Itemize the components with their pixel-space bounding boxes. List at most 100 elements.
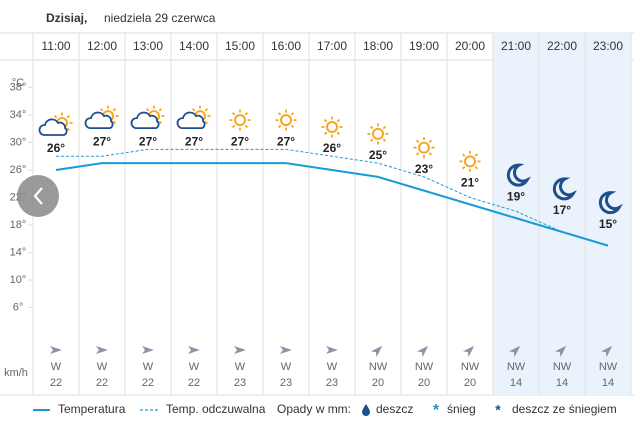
snow-icon: * xyxy=(433,402,440,419)
sun-ray xyxy=(191,108,196,112)
weather-icon xyxy=(130,105,165,130)
wind-speed: 22 xyxy=(142,377,154,389)
sun-ray xyxy=(474,153,479,157)
x-tick-label: 11:00 xyxy=(41,39,70,53)
sun-ray xyxy=(323,118,328,123)
sun-ray xyxy=(145,108,150,112)
sun-ray xyxy=(382,138,387,142)
night-shade xyxy=(585,33,631,395)
wind-arrow xyxy=(50,346,62,354)
temp-label: 27° xyxy=(139,134,157,148)
wind-speed: 20 xyxy=(464,377,476,389)
x-tick-label: 12:00 xyxy=(87,39,117,53)
sun-ray xyxy=(382,125,387,130)
sun xyxy=(326,121,338,133)
sun xyxy=(418,141,430,154)
weather-icon xyxy=(275,109,297,131)
sun-ray xyxy=(369,138,374,142)
temp-label: 23° xyxy=(415,162,433,176)
weather-icon xyxy=(459,150,481,172)
temp-label: 26° xyxy=(47,141,65,155)
sun-ray xyxy=(99,108,104,112)
wind-unit: km/h xyxy=(4,367,28,379)
wind-speed: 23 xyxy=(326,377,338,389)
sun-ray xyxy=(204,120,209,125)
wind-speed: 14 xyxy=(556,377,568,389)
wind-arrow xyxy=(188,346,200,354)
wind-direction: W xyxy=(143,361,154,373)
legend-precip-title: Opady w mm: xyxy=(277,402,351,416)
x-tick-label: 18:00 xyxy=(363,39,393,53)
sun-ray xyxy=(323,131,328,136)
y-tick-label: 34° xyxy=(10,109,27,121)
sun-ray xyxy=(369,125,374,130)
y-tick-label: 6° xyxy=(13,301,24,313)
sun xyxy=(280,114,292,127)
wind-direction: NW xyxy=(461,361,480,373)
night-shade xyxy=(539,33,585,395)
sun-ray xyxy=(415,139,420,143)
sun-ray xyxy=(461,153,466,157)
cloud xyxy=(130,111,160,130)
wind-direction: NW xyxy=(553,361,572,373)
sun-ray xyxy=(204,108,209,112)
cloud xyxy=(38,118,68,136)
weather-icon xyxy=(506,163,531,187)
wind-direction: W xyxy=(235,361,246,373)
y-tick-label: 14° xyxy=(10,246,27,258)
temp-label: 17° xyxy=(553,203,571,217)
sun-ray xyxy=(415,152,420,156)
wind-arrow xyxy=(462,345,475,358)
x-tick-label: 15:00 xyxy=(225,39,255,53)
wind-arrow xyxy=(370,345,383,358)
wind-arrow xyxy=(142,346,154,354)
wind-arrow xyxy=(280,346,292,354)
sun-ray xyxy=(66,114,71,119)
sun-ray xyxy=(231,124,236,129)
x-tick-label: 21:00 xyxy=(501,39,531,53)
wind-arrow xyxy=(96,346,108,354)
y-tick-label: 38° xyxy=(10,81,27,93)
wind-direction: W xyxy=(189,361,200,373)
temp-label: 26° xyxy=(323,141,341,155)
x-tick-label: 20:00 xyxy=(455,39,485,53)
sun xyxy=(372,127,384,140)
rain-icon xyxy=(362,404,370,416)
sun xyxy=(234,114,246,127)
x-tick-label: 23:00 xyxy=(593,39,623,53)
legend-label: deszcz xyxy=(376,402,413,416)
wind-speed: 23 xyxy=(280,377,292,389)
x-tick-label: 17:00 xyxy=(317,39,347,53)
x-tick-label: 13:00 xyxy=(133,39,163,53)
temp-line xyxy=(55,162,609,247)
sun-ray xyxy=(474,166,479,170)
weather-icon xyxy=(38,112,73,136)
y-tick-label: 30° xyxy=(10,136,27,148)
prev-arrow[interactable] xyxy=(33,187,43,205)
sun-ray xyxy=(428,139,433,143)
wind-arrow xyxy=(600,345,613,358)
prev-button[interactable] xyxy=(17,175,59,217)
sun-ray xyxy=(277,124,282,129)
prev-button-bg[interactable] xyxy=(17,175,59,217)
weather-icon xyxy=(367,123,389,145)
sun-ray xyxy=(66,127,71,132)
sun-ray xyxy=(277,112,282,116)
temp-label: 27° xyxy=(185,134,203,148)
wind-arrow xyxy=(508,345,521,358)
wind-speed: 22 xyxy=(50,377,62,389)
weather-icon xyxy=(176,105,211,130)
weather-icon xyxy=(552,177,577,201)
wind-speed: 20 xyxy=(372,377,384,389)
moon xyxy=(506,163,531,187)
weather-icon xyxy=(229,109,251,131)
wind-direction: NW xyxy=(599,361,618,373)
wind-direction: W xyxy=(51,361,62,373)
temp-line xyxy=(56,148,609,247)
legend-label: śnieg xyxy=(447,402,476,416)
sun-ray xyxy=(244,124,249,129)
y-tick-label: 18° xyxy=(10,219,27,231)
sun-ray xyxy=(158,108,163,112)
sun-ray xyxy=(53,114,58,119)
sun-ray xyxy=(231,112,236,116)
